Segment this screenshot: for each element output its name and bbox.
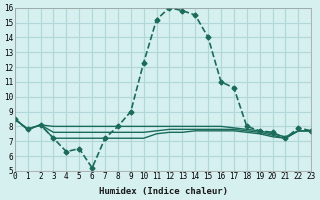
X-axis label: Humidex (Indice chaleur): Humidex (Indice chaleur) (99, 187, 228, 196)
